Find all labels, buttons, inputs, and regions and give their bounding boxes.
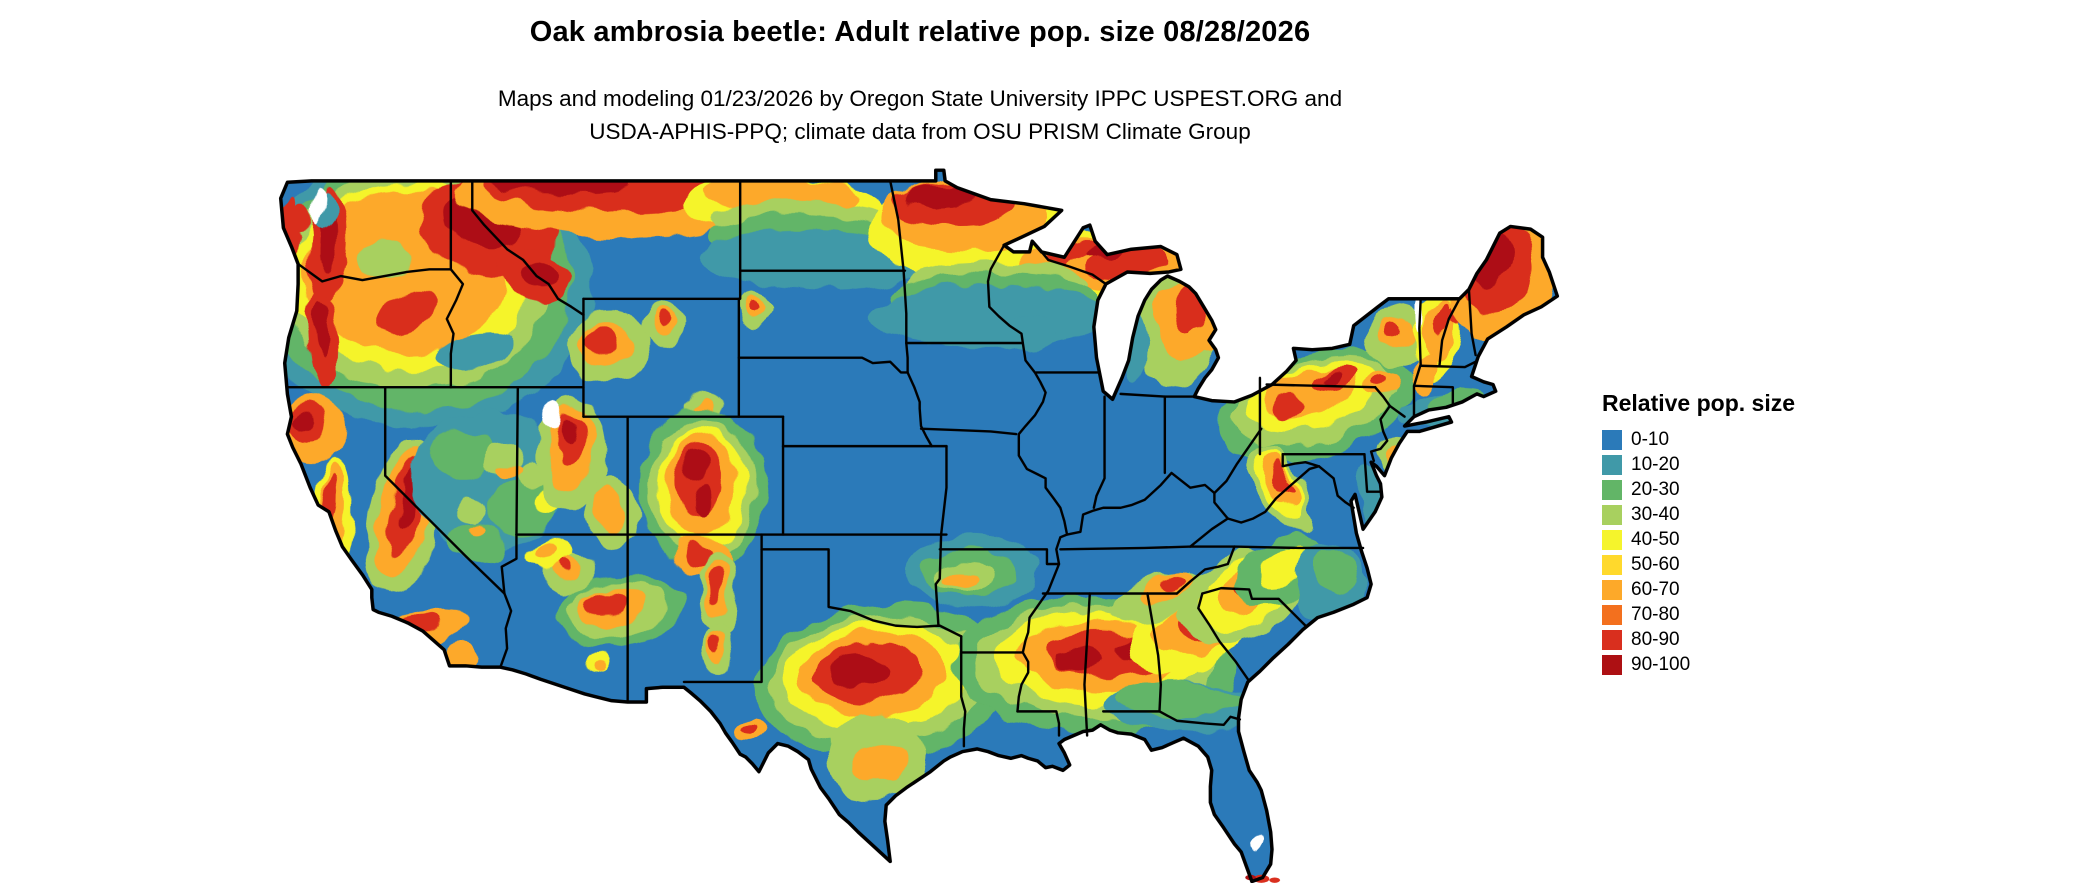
legend-label: 90-100 xyxy=(1631,653,1691,675)
legend-swatch-20-30 xyxy=(1602,479,1622,500)
legend-label: 40-50 xyxy=(1631,528,1680,550)
legend-label: 60-70 xyxy=(1631,578,1680,600)
legend-swatch-0-10 xyxy=(1602,429,1622,450)
state-borders xyxy=(287,179,1477,748)
legend-item: 60-70 xyxy=(1602,577,1795,602)
subtitle-line-2: USDA-APHIS-PPQ; climate data from OSU PR… xyxy=(589,119,1251,144)
legend-swatch-10-20 xyxy=(1602,454,1622,475)
us-outline xyxy=(278,168,1560,883)
legend-swatch-40-50 xyxy=(1602,529,1622,550)
legend-label: 70-80 xyxy=(1631,603,1680,625)
legend-item: 20-30 xyxy=(1602,477,1795,502)
map-subtitle: Maps and modeling 01/23/2026 by Oregon S… xyxy=(270,82,1570,148)
legend-swatch-80-90 xyxy=(1602,629,1622,650)
subtitle-line-1: Maps and modeling 01/23/2026 by Oregon S… xyxy=(497,86,1343,111)
legend-item: 40-50 xyxy=(1602,527,1795,552)
legend-swatch-60-70 xyxy=(1602,579,1622,600)
legend-label: 0-10 xyxy=(1631,428,1670,450)
population-bands-layer xyxy=(280,170,1556,851)
legend-item: 50-60 xyxy=(1602,552,1795,577)
legend-swatch-50-60 xyxy=(1602,554,1622,575)
legend: Relative pop. size 0-10 10-20 20-30 30-40 40… xyxy=(1602,390,1795,677)
legend-item: 90-100 xyxy=(1602,652,1795,677)
legend-label: 10-20 xyxy=(1631,453,1680,475)
legend-swatch-70-80 xyxy=(1602,604,1622,625)
legend-label: 30-40 xyxy=(1631,503,1680,525)
legend-label: 80-90 xyxy=(1631,628,1680,650)
legend-label: 20-30 xyxy=(1631,478,1680,500)
legend-item: 30-40 xyxy=(1602,502,1795,527)
us-map-svg xyxy=(278,168,1560,883)
legend-label: 50-60 xyxy=(1631,553,1680,575)
legend-items: 0-10 10-20 20-30 30-40 40-50 50-60 60-70 70-80 8… xyxy=(1602,427,1795,677)
legend-item: 0-10 xyxy=(1602,427,1795,452)
map-title: Oak ambrosia beetle: Adult relative pop.… xyxy=(529,16,1311,48)
legend-swatch-90-100 xyxy=(1602,654,1622,675)
legend-item: 80-90 xyxy=(1602,627,1795,652)
legend-swatch-30-40 xyxy=(1602,504,1622,525)
us-population-map xyxy=(274,166,1560,883)
legend-item: 70-80 xyxy=(1602,602,1795,627)
legend-item: 10-20 xyxy=(1602,452,1795,477)
legend-title: Relative pop. size xyxy=(1602,390,1796,416)
